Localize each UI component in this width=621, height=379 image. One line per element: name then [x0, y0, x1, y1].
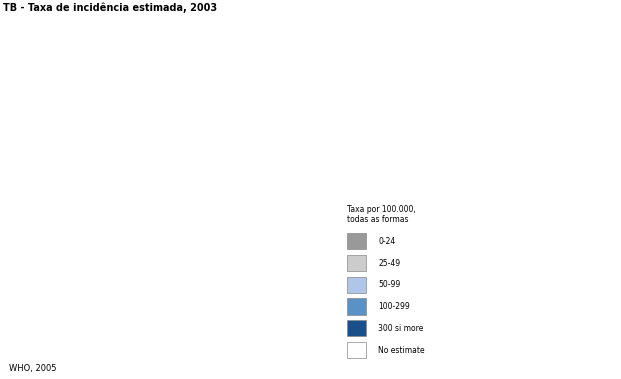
Text: 25-49: 25-49 [378, 259, 401, 268]
Bar [347, 277, 366, 293]
Text: 50-99: 50-99 [378, 280, 401, 290]
Bar [347, 320, 366, 337]
Text: No estimate: No estimate [378, 346, 425, 355]
Bar [347, 298, 366, 315]
Text: 300 si more: 300 si more [378, 324, 424, 333]
Text: 0-24: 0-24 [378, 237, 396, 246]
Bar [347, 233, 366, 249]
Bar [347, 342, 366, 358]
Bar [347, 255, 366, 271]
Text: Taxa por 100.000,
todas as formas: Taxa por 100.000, todas as formas [347, 205, 416, 224]
Text: 100-299: 100-299 [378, 302, 410, 311]
Text: TB - Taxa de incidência estimada, 2003: TB - Taxa de incidência estimada, 2003 [2, 3, 217, 13]
Text: WHO, 2005: WHO, 2005 [9, 363, 57, 373]
